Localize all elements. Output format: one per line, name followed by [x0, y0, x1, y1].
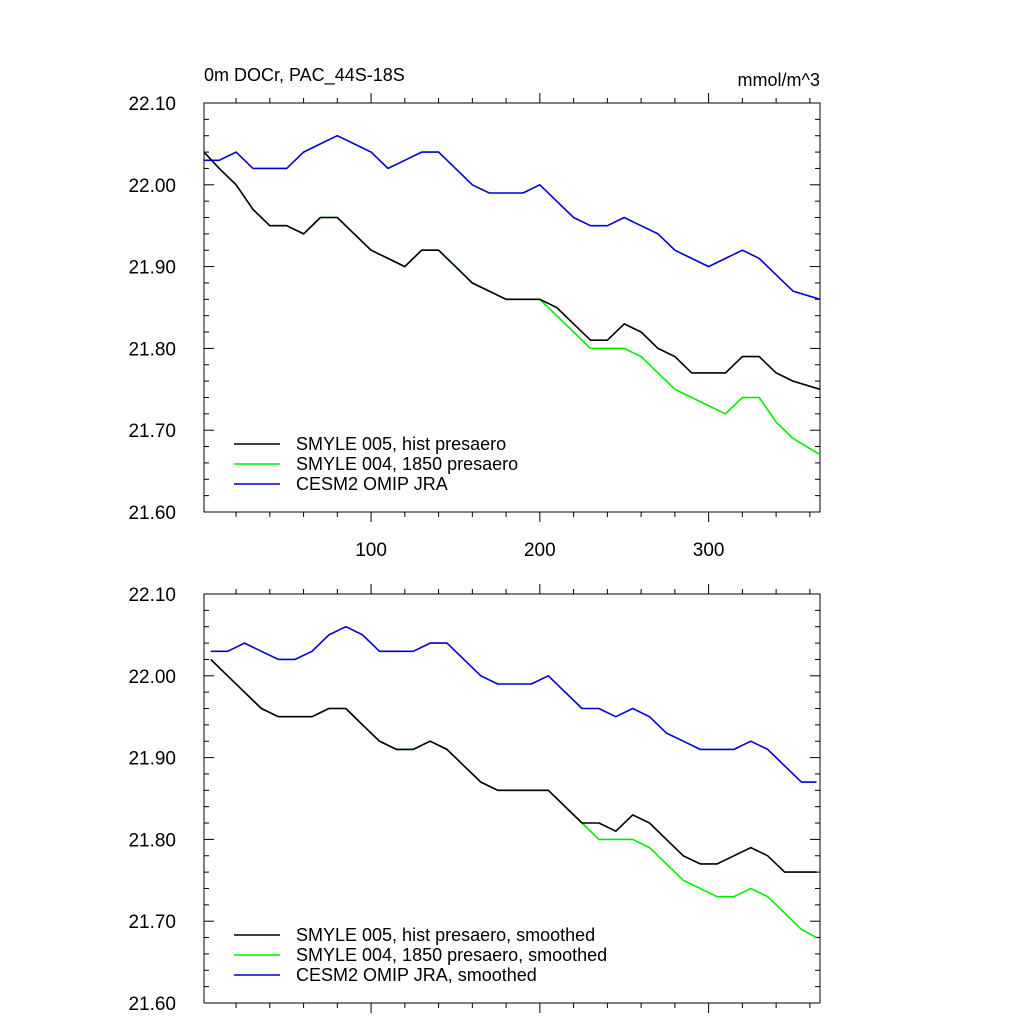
units-label: mmol/m^3: [738, 70, 820, 90]
series-line-hist: [203, 151, 821, 391]
y-tick-label: 22.00: [128, 667, 176, 688]
chart-title: 0m DOCr, PAC_44S-18S: [204, 65, 405, 86]
y-tick-label: 21.60: [128, 503, 176, 524]
series-line-hist: [210, 658, 817, 873]
plot-frame: [203, 593, 821, 1004]
y-tick-label: 21.80: [128, 830, 176, 851]
legend-label: SMYLE 004, 1850 presaero: [296, 454, 518, 474]
y-tick-label: 22.00: [128, 176, 176, 197]
y-tick-label: 22.10: [128, 585, 176, 606]
legend-label: SMYLE 005, hist presaero, smoothed: [296, 925, 595, 945]
y-tick-label: 21.90: [128, 749, 176, 770]
y-tick-label: 21.60: [128, 994, 176, 1015]
series-line-omip: [210, 625, 817, 783]
x-tick-label: 300: [693, 540, 725, 561]
legend-label: SMYLE 005, hist presaero: [296, 434, 506, 454]
y-tick-label: 22.10: [128, 94, 176, 115]
legend-label: CESM2 OMIP JRA, smoothed: [296, 965, 537, 985]
series-line-omip: [204, 134, 821, 301]
y-tick-label: 21.70: [128, 421, 176, 442]
y-tick-label: 21.70: [128, 912, 176, 933]
top-panel: 21.60 21.70 21.80 21.90 22.00 22.10 100 200 300 S…: [128, 93, 821, 561]
legend-label: CESM2 OMIP JRA: [296, 474, 448, 494]
plot-frame: [203, 102, 821, 513]
y-tick-label: 21.80: [128, 339, 176, 360]
legend-label: SMYLE 004, 1850 presaero, smoothed: [296, 945, 607, 965]
x-tick-label: 100: [355, 540, 387, 561]
bottom-panel: 21.60 21.70 21.80 21.90 22.00 22.10 SMYLE 005,…: [128, 584, 821, 1015]
x-tick-label: 200: [524, 540, 556, 561]
y-tick-label: 21.90: [128, 258, 176, 279]
